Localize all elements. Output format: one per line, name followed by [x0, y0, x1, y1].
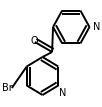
Text: O: O: [30, 36, 38, 46]
Text: N: N: [59, 88, 67, 97]
Text: Br: Br: [2, 83, 13, 93]
Text: N: N: [93, 22, 101, 32]
